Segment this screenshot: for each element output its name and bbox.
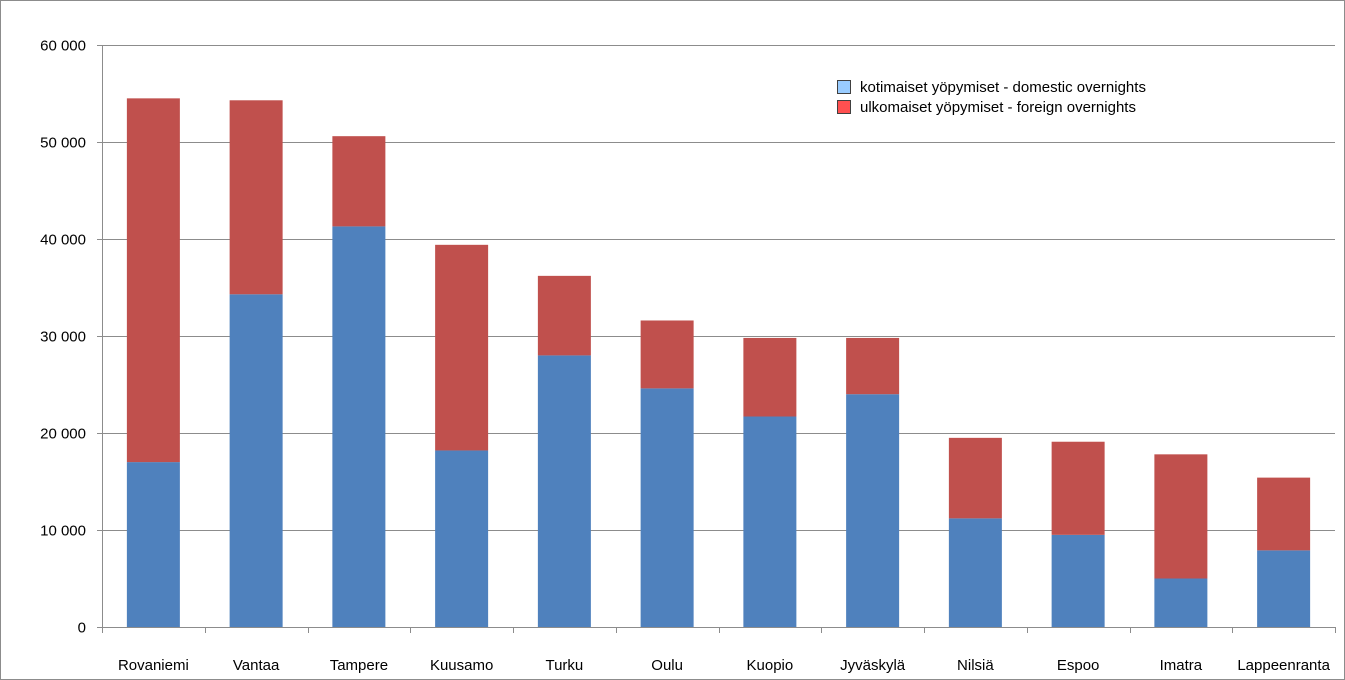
bar-domestic xyxy=(1257,550,1311,627)
bar-foreign xyxy=(435,244,489,451)
bar-domestic xyxy=(126,462,180,627)
bar-domestic xyxy=(640,388,694,627)
x-tick-label: Kuusamo xyxy=(430,657,493,674)
bars xyxy=(126,98,1311,627)
y-tick-labels: 0 10 000 20 000 30 000 40 000 50 000 60 000 xyxy=(40,38,86,637)
y-tick-label: 0 xyxy=(78,620,86,637)
legend: kotimaiset yöpymiset - domestic overnigh… xyxy=(837,79,1146,116)
x-tick-label: Vantaa xyxy=(233,657,280,674)
bar-foreign xyxy=(126,98,180,463)
bar-domestic xyxy=(948,518,1002,627)
bar-foreign xyxy=(743,337,797,417)
x-tick-label: Imatra xyxy=(1160,657,1203,674)
legend-label-domestic: kotimaiset yöpymiset - domestic overnigh… xyxy=(860,79,1146,96)
legend-label-foreign: ulkomaiset yöpymiset - foreign overnight… xyxy=(860,99,1136,116)
bar-domestic xyxy=(846,394,900,627)
bar-foreign xyxy=(537,275,591,356)
x-tick-label: Turku xyxy=(545,657,583,674)
bar-foreign xyxy=(846,337,900,395)
bar-domestic xyxy=(1051,534,1105,627)
bar-domestic xyxy=(743,416,797,627)
bar-domestic xyxy=(332,226,386,627)
bar-foreign xyxy=(640,320,694,389)
x-tick-label: Oulu xyxy=(651,657,683,674)
bar-foreign xyxy=(1051,441,1105,535)
bar-domestic xyxy=(229,294,283,627)
y-tick-label: 40 000 xyxy=(40,232,86,249)
x-tick-label: Espoo xyxy=(1057,657,1100,674)
x-tick-label: Jyväskylä xyxy=(840,657,906,674)
x-tick-label: Nilsiä xyxy=(957,657,994,674)
bar-domestic xyxy=(537,355,591,627)
x-tick-label: Lappeenranta xyxy=(1237,657,1330,674)
bar-domestic xyxy=(435,450,489,627)
bar-foreign xyxy=(1154,454,1208,579)
axes xyxy=(97,45,1336,633)
y-tick-label: 10 000 xyxy=(40,523,86,540)
y-tick-label: 30 000 xyxy=(40,329,86,346)
legend-swatch-foreign xyxy=(837,100,851,114)
bar-foreign xyxy=(229,100,283,295)
y-tick-label: 60 000 xyxy=(40,38,86,55)
x-tick-label: Kuopio xyxy=(747,657,794,674)
x-tick-label: Tampere xyxy=(330,657,388,674)
bar-foreign xyxy=(1257,477,1311,551)
legend-swatch-domestic xyxy=(837,80,851,94)
bar-domestic xyxy=(1154,578,1208,627)
y-tick-label: 50 000 xyxy=(40,135,86,152)
bar-foreign xyxy=(948,437,1002,519)
x-tick-label: Rovaniemi xyxy=(118,657,189,674)
y-tick-label: 20 000 xyxy=(40,426,86,443)
bar-foreign xyxy=(332,136,386,227)
x-tick-labels: Rovaniemi Vantaa Tampere Kuusamo Turku Oulu Ku… xyxy=(118,657,1331,674)
gridlines xyxy=(102,45,1335,531)
